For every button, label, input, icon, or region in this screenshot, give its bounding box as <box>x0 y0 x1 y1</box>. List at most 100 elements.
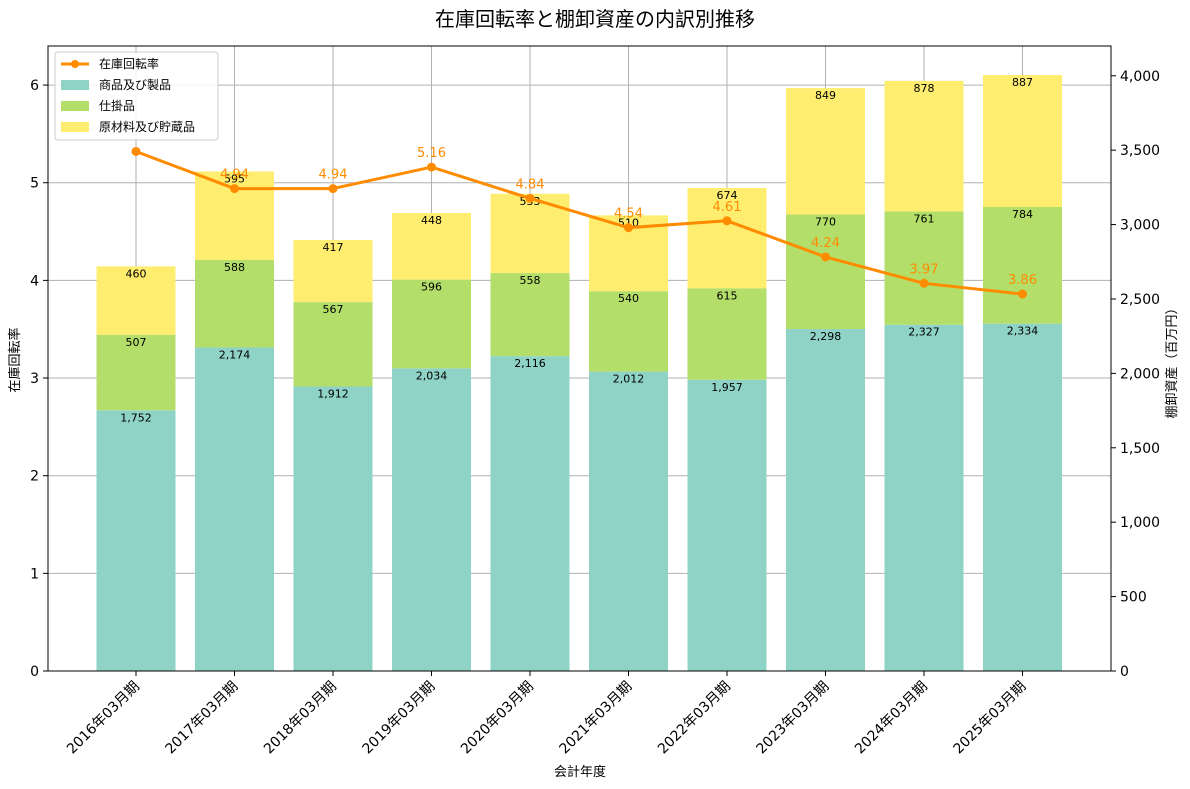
x-tick-label: 2017年03月期 <box>163 679 242 758</box>
y-right-tick-label: 500 <box>1120 590 1147 606</box>
x-tick-label: 2025年03月期 <box>951 679 1030 758</box>
turnover-value-label: 3.97 <box>910 262 939 277</box>
legend-label: 原材料及び貯蔵品 <box>99 120 195 134</box>
bar-segment <box>392 212 471 280</box>
bar-value-label: 2,298 <box>810 330 842 343</box>
y-axis-right-label: 棚卸資産（百万円） <box>1164 301 1180 418</box>
bar-segment <box>786 88 865 215</box>
bar-value-label: 674 <box>717 189 738 202</box>
bar-segment <box>589 371 668 671</box>
bar-value-label: 1,957 <box>711 381 743 394</box>
turnover-point <box>525 193 535 203</box>
x-tick-label: 2019年03月期 <box>360 679 439 758</box>
y-right-tick-label: 0 <box>1120 664 1129 680</box>
bar-segment <box>392 368 471 671</box>
turnover-point <box>722 216 732 226</box>
turnover-point <box>328 184 338 194</box>
y-left-tick-label: 6 <box>30 78 39 94</box>
x-tick-label: 2022年03月期 <box>655 679 734 758</box>
bar-value-label: 2,116 <box>514 357 546 370</box>
turnover-value-label: 4.54 <box>614 207 643 222</box>
bar-value-label: 558 <box>520 274 541 287</box>
chart-title: 在庫回転率と棚卸資産の内訳別推移 <box>435 7 755 31</box>
bar-value-label: 2,034 <box>416 369 448 382</box>
turnover-value-label: 4.94 <box>220 168 249 183</box>
bar-segment <box>786 214 865 330</box>
y-right-tick-label: 2,500 <box>1120 292 1160 308</box>
legend-label: 仕掛品 <box>99 98 135 113</box>
y-left-tick-label: 4 <box>30 273 39 289</box>
bars <box>96 75 1062 671</box>
bar-segment <box>392 279 471 369</box>
bar-segment <box>983 207 1062 324</box>
bar-segment <box>293 302 373 387</box>
x-tick-label: 2020年03月期 <box>458 679 537 758</box>
bar-value-label: 770 <box>815 215 836 228</box>
bar-segment <box>687 187 767 289</box>
bar-value-label: 540 <box>618 292 639 305</box>
turnover-line: 4.94 4.94 5.16 4.84 4.54 4.61 4.24 3.97 3.86 <box>131 146 1037 299</box>
bar-segment <box>983 323 1062 671</box>
legend-swatch <box>61 101 89 111</box>
bar-segment <box>96 410 176 671</box>
bar-value-label: 615 <box>717 289 738 302</box>
x-tick-label: 2016年03月期 <box>64 679 143 758</box>
turnover-value-label: 5.16 <box>417 146 446 161</box>
turnover-value-label: 3.86 <box>1008 273 1037 288</box>
bar-segment <box>884 211 964 325</box>
legend-label: 商品及び製品 <box>99 77 171 92</box>
turnover-point <box>821 252 830 262</box>
bar-segment <box>884 80 964 212</box>
x-tick-label: 2023年03月期 <box>754 679 833 758</box>
bar-labels: 1,752 507 460 2,174 588 595 1,912 567 417 2,034 59… <box>120 76 1038 424</box>
y-left-tick-label: 5 <box>30 176 39 192</box>
bar-value-label: 507 <box>126 336 147 349</box>
legend-swatch <box>61 122 89 132</box>
y-right-tick-label: 3,000 <box>1120 218 1160 234</box>
turnover-point <box>131 146 141 156</box>
bar-value-label: 784 <box>1012 208 1033 221</box>
turnover-value-label: 4.94 <box>319 168 348 183</box>
turnover-value-label: 4.84 <box>516 177 545 192</box>
y-right-tick-label: 1,000 <box>1120 515 1160 531</box>
bar-value-label: 596 <box>421 281 442 294</box>
bar-segment <box>589 291 668 372</box>
bar-segment <box>884 324 964 671</box>
y-right-tick-label: 4,000 <box>1120 69 1160 85</box>
legend-label: 在庫回転率 <box>99 56 159 71</box>
x-axis-label: 会計年度 <box>554 764 606 780</box>
turnover-point <box>919 278 929 288</box>
legend-line-marker <box>71 60 79 68</box>
bar-value-label: 849 <box>815 89 836 102</box>
y-right-tick-label: 1,500 <box>1120 441 1160 457</box>
bar-value-label: 595 <box>224 172 245 185</box>
bar-value-label: 567 <box>323 303 344 316</box>
bar-value-label: 878 <box>914 82 935 95</box>
y-axis-left-label: 在庫回転率 <box>7 327 23 392</box>
plot-frame <box>47 45 1112 672</box>
bar-value-label: 1,752 <box>120 411 152 424</box>
turnover-line-path <box>135 150 1023 296</box>
y-left-tick-label: 2 <box>30 469 39 485</box>
bar-segment <box>195 347 274 671</box>
bar-value-label: 2,334 <box>1007 325 1039 338</box>
bar-segment <box>490 356 570 671</box>
turnover-point <box>1018 289 1027 299</box>
y-right-tick-label: 3,500 <box>1120 143 1160 159</box>
bar-segment <box>195 259 274 348</box>
bar-value-label: 2,174 <box>219 348 251 361</box>
turnover-point <box>230 184 239 194</box>
bar-value-label: 761 <box>914 212 935 225</box>
bar-value-label: 417 <box>323 241 344 254</box>
bar-segment <box>786 329 865 671</box>
x-tick-label: 2024年03月期 <box>852 679 931 758</box>
bar-segment <box>96 266 176 335</box>
bar-segment <box>293 240 373 303</box>
bar-value-label: 887 <box>1012 76 1033 89</box>
bar-value-label: 2,012 <box>613 373 645 386</box>
bar-segment <box>687 379 767 671</box>
bar-segment <box>293 386 373 671</box>
y-left-tick-label: 3 <box>30 371 39 387</box>
